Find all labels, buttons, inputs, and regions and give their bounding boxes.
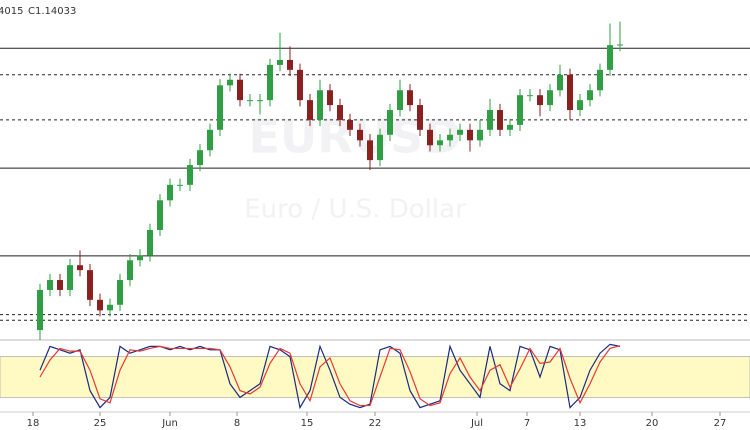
candle-body — [577, 100, 583, 111]
x-tick-label: 13 — [574, 418, 587, 429]
candle-body — [247, 100, 253, 102]
candle-body — [587, 90, 593, 101]
candle-body — [507, 124, 513, 130]
candle-body — [107, 304, 113, 311]
candle-body — [337, 105, 343, 120]
candle-body — [407, 90, 413, 106]
candle-body — [57, 280, 63, 290]
candle-body — [447, 134, 453, 141]
candle-body — [517, 95, 523, 125]
candle-body — [357, 129, 363, 141]
candle-body — [117, 280, 123, 305]
candle-body — [97, 299, 103, 311]
candle-body — [167, 184, 173, 201]
candle-body — [537, 95, 543, 106]
candle-body — [607, 45, 613, 70]
candle-body — [397, 90, 403, 111]
candle-body — [567, 74, 573, 111]
info-close: C1.14033 — [28, 6, 76, 17]
candle-body — [617, 44, 623, 46]
candle-body — [307, 100, 313, 120]
candle-body — [387, 110, 393, 135]
candle-body — [297, 69, 303, 101]
candle-body — [427, 129, 433, 146]
candle-body — [467, 129, 473, 141]
candle-body — [147, 229, 153, 256]
candle-body — [477, 129, 483, 141]
candle-body — [317, 90, 323, 120]
watermark: EURUSD — [249, 110, 462, 164]
candle-body — [417, 105, 423, 130]
x-tick-label: Jul — [470, 418, 483, 429]
oscillator-line — [39, 345, 621, 407]
candle-body — [47, 280, 53, 290]
x-tick-label: Jun — [161, 418, 178, 429]
candle-body — [547, 90, 553, 106]
candle-body — [597, 69, 603, 91]
candle-body — [327, 90, 333, 106]
candle-body — [197, 150, 203, 166]
info-open: 4015 — [0, 6, 23, 17]
x-tick-label: 18 — [27, 418, 40, 429]
candle-body — [37, 289, 43, 331]
candle-body — [207, 129, 213, 151]
x-tick-label: 22 — [369, 418, 382, 429]
watermark-subtitle: Euro / U.S. Dollar — [244, 195, 466, 225]
candle-body — [277, 59, 283, 65]
x-tick-label: 15 — [301, 418, 314, 429]
candle-body — [87, 270, 93, 300]
candle-body — [367, 140, 373, 161]
candle-body — [137, 255, 143, 261]
x-tick-label: 7 — [524, 418, 530, 429]
x-tick-label: 20 — [646, 418, 659, 429]
candle-body — [177, 184, 183, 186]
candle-body — [67, 265, 73, 290]
x-tick-label: 27 — [714, 418, 727, 429]
candle-body — [77, 265, 83, 271]
candle-body — [347, 119, 353, 130]
candle-body — [217, 85, 223, 130]
candle-body — [287, 59, 293, 70]
candle-body — [457, 129, 463, 135]
candle-body — [437, 140, 443, 146]
candle-body — [127, 260, 133, 281]
candle-body — [237, 79, 243, 101]
candle-body — [187, 165, 193, 185]
candle-body — [487, 110, 493, 130]
candle-body — [377, 134, 383, 161]
x-tick-label: 25 — [94, 418, 107, 429]
x-tick-label: 8 — [234, 418, 240, 429]
candle-body — [527, 95, 533, 97]
candle-body — [557, 74, 563, 91]
candle-body — [227, 79, 233, 86]
candle-body — [157, 200, 163, 230]
candle-body — [267, 64, 273, 101]
candle-body — [497, 110, 503, 130]
candle-body — [257, 100, 263, 102]
